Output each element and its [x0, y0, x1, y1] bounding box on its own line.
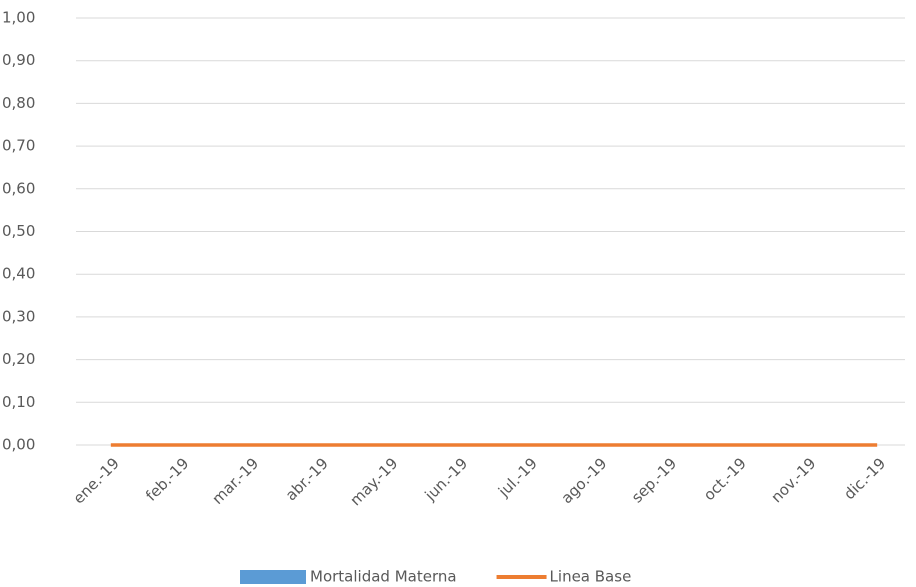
x-tick-label: sep.-19 — [628, 454, 680, 506]
x-tick-label: feb.-19 — [142, 454, 192, 504]
x-tick-label: dic.-19 — [840, 454, 889, 503]
y-tick-label: 0,30 — [2, 307, 35, 325]
x-tick-label: nov.-19 — [767, 454, 819, 506]
y-tick-label: 1,00 — [2, 9, 35, 27]
x-tick-label: mar.-19 — [209, 454, 263, 508]
y-tick-label: 0,60 — [2, 179, 35, 197]
x-tick-label: may.-19 — [346, 454, 401, 509]
y-tick-label: 0,20 — [2, 350, 35, 368]
legend-label: Mortalidad Materna — [310, 568, 457, 586]
legend-label: Linea Base — [550, 568, 632, 586]
y-tick-label: 0,90 — [2, 51, 35, 69]
y-tick-label: 0,80 — [2, 94, 35, 112]
x-tick-label: jun.-19 — [421, 454, 472, 505]
x-tick-label: ago.-19 — [558, 454, 611, 507]
x-tick-label: abr.-19 — [282, 454, 332, 504]
y-tick-label: 0,10 — [2, 393, 35, 411]
x-tick-label: ene.-19 — [70, 454, 123, 507]
legend-swatch — [240, 570, 306, 584]
y-tick-label: 0,50 — [2, 222, 35, 240]
y-tick-label: 0,00 — [2, 436, 35, 454]
x-tick-label: jul.-19 — [494, 454, 541, 501]
x-tick-label: oct.-19 — [700, 454, 750, 504]
chart: 0,00 0,10 0,20 0,30 0,40 0,50 0,60 0,70 0,80 0,90… — [0, 0, 916, 587]
y-tick-label: 0,70 — [2, 137, 35, 155]
y-tick-label: 0,40 — [2, 265, 35, 283]
